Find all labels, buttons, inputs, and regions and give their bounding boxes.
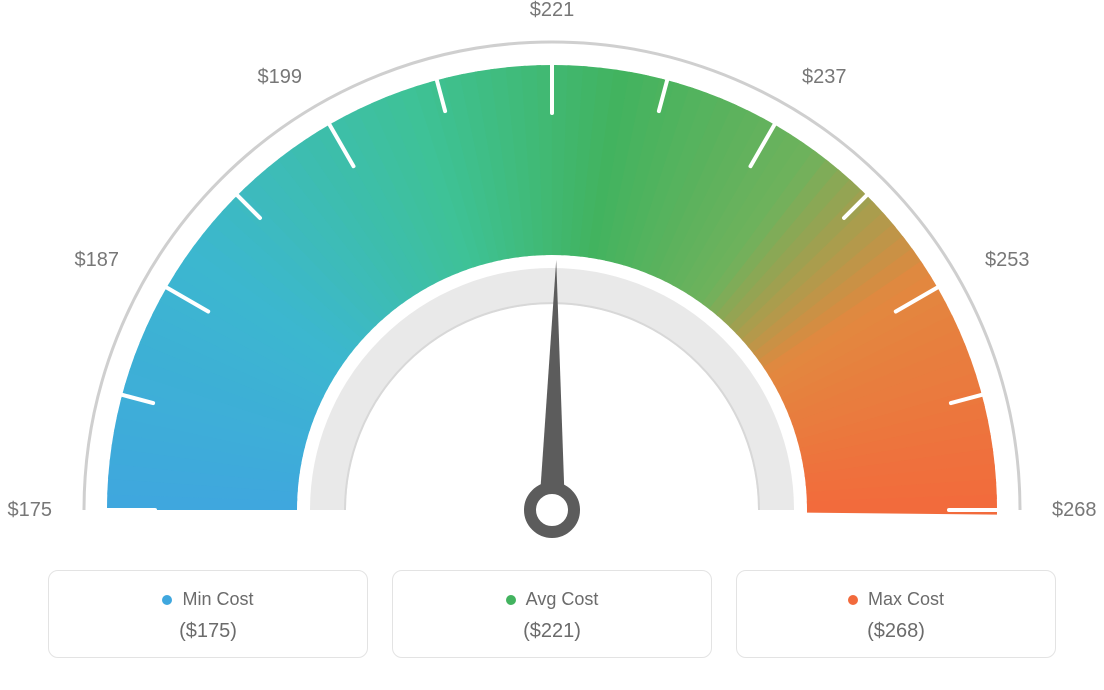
gauge-svg: $175 $187 $199 $221 $237 $253 $268 [0,0,1104,560]
legend-title: Avg Cost [506,589,599,610]
gauge-scale-label: $237 [802,66,847,88]
legend-value: ($221) [403,620,701,643]
legend-value: ($268) [747,620,1045,643]
legend-card-min: Min Cost ($175) [48,570,368,658]
legend-card-max: Max Cost ($268) [736,570,1056,658]
legend-value: ($175) [59,620,357,643]
gauge-scale-label: $268 [1052,499,1097,521]
gauge-chart: $175 $187 $199 $221 $237 $253 $268 [0,0,1104,560]
gauge-scale-label: $187 [74,249,119,271]
legend-dot-max [848,595,858,605]
legend-title: Min Cost [162,589,253,610]
legend-label: Max Cost [868,589,944,610]
legend-title: Max Cost [848,589,944,610]
legend-card-avg: Avg Cost ($221) [392,570,712,658]
gauge-pivot [530,488,574,532]
gauge-scale-label: $221 [530,0,575,21]
gauge-scale-label: $175 [8,499,53,521]
legend-dot-avg [506,595,516,605]
gauge-scale-label: $253 [985,249,1030,271]
legend-label: Min Cost [182,589,253,610]
legend-label: Avg Cost [526,589,599,610]
gauge-scale-label: $199 [258,66,303,88]
legend-dot-min [162,595,172,605]
legend-row: Min Cost ($175) Avg Cost ($221) Max Cost… [0,570,1104,658]
